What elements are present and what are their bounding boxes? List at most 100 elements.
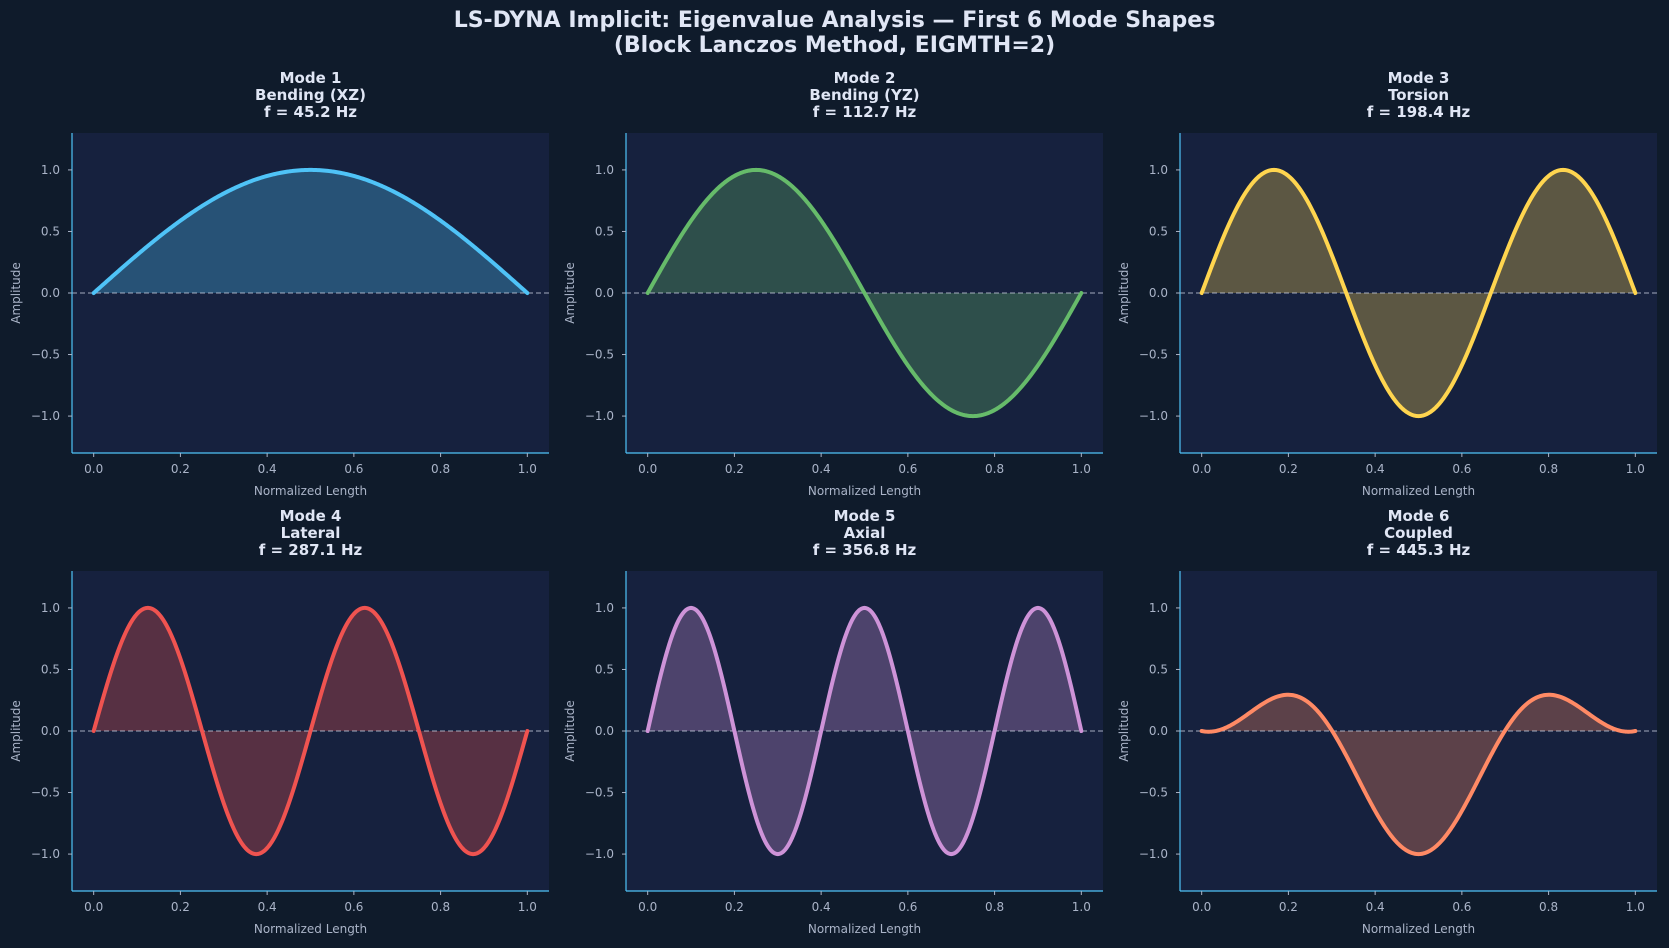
y-tick-label: 0.5 <box>595 662 614 676</box>
x-axis-label: Normalized Length <box>808 484 921 498</box>
x-tick-label: 0.2 <box>725 462 744 476</box>
panel-title-line: Bending (YZ) <box>809 86 919 104</box>
panel-title-line: Mode 5 <box>834 507 896 525</box>
y-tick-label: −1.0 <box>1139 847 1168 861</box>
x-axis-label: Normalized Length <box>254 922 367 936</box>
x-tick-label: 1.0 <box>1626 900 1645 914</box>
y-tick-label: −1.0 <box>585 409 614 423</box>
axes-background <box>1180 571 1657 891</box>
x-tick-label: 0.0 <box>84 900 103 914</box>
y-tick-label: 0.0 <box>595 286 614 300</box>
panel-title-line: Coupled <box>1384 524 1453 542</box>
y-tick-label: −1.0 <box>585 847 614 861</box>
x-tick-label: 0.6 <box>1452 462 1471 476</box>
x-tick-label: 0.2 <box>171 462 190 476</box>
y-tick-label: 0.0 <box>41 286 60 300</box>
x-tick-label: 0.8 <box>985 900 1004 914</box>
panel-title-line: Mode 4 <box>280 507 342 525</box>
x-tick-label: 0.4 <box>1366 462 1385 476</box>
figure-title-line2: (Block Lanczos Method, EIGMTH=2) <box>613 33 1056 58</box>
panel-title-line: f = 445.3 Hz <box>1367 541 1471 559</box>
y-axis-label: Amplitude <box>563 700 577 762</box>
figure-title-line1: LS-DYNA Implicit: Eigenvalue Analysis — … <box>453 8 1216 33</box>
panel-title-line: f = 45.2 Hz <box>264 103 357 121</box>
y-axis-label: Amplitude <box>9 262 23 324</box>
panel-title-line: Lateral <box>281 524 341 542</box>
x-tick-label: 0.6 <box>898 900 917 914</box>
y-tick-label: 1.0 <box>595 163 614 177</box>
x-tick-label: 0.0 <box>638 900 657 914</box>
mode-shape-line <box>1199 167 1638 419</box>
panel-title-line: Bending (XZ) <box>255 86 366 104</box>
panel-title-line: Mode 6 <box>1388 507 1450 525</box>
y-tick-label: 0.5 <box>41 662 60 676</box>
mode-fill-area <box>647 607 1082 855</box>
x-tick-label: 0.4 <box>258 900 277 914</box>
mode-shape-line <box>645 605 1084 857</box>
x-tick-label: 0.8 <box>431 900 450 914</box>
mode-shape-line <box>91 605 530 857</box>
mode-fill-area <box>1201 169 1636 417</box>
panel-title-line: Mode 2 <box>834 69 896 87</box>
y-tick-label: 1.0 <box>1149 163 1168 177</box>
y-tick-label: 1.0 <box>595 601 614 615</box>
x-tick-label: 0.0 <box>1192 900 1211 914</box>
y-tick-label: −0.5 <box>1139 348 1168 362</box>
x-tick-label: 0.8 <box>1539 900 1558 914</box>
y-tick-label: −0.5 <box>585 348 614 362</box>
mode-shape-line <box>645 167 1084 419</box>
y-tick-label: −0.5 <box>31 786 60 800</box>
x-axis-label: Normalized Length <box>1362 922 1475 936</box>
x-tick-label: 0.4 <box>812 462 831 476</box>
y-axis-label: Amplitude <box>1117 700 1131 762</box>
x-tick-label: 1.0 <box>1072 462 1091 476</box>
panel-title-line: f = 112.7 Hz <box>813 103 917 121</box>
panel-title-line: f = 198.4 Hz <box>1367 103 1471 121</box>
y-tick-label: 1.0 <box>1149 601 1168 615</box>
x-tick-label: 1.0 <box>1626 462 1645 476</box>
y-tick-label: −1.0 <box>31 847 60 861</box>
y-tick-label: −1.0 <box>1139 409 1168 423</box>
x-tick-label: 0.6 <box>1452 900 1471 914</box>
x-tick-label: 0.2 <box>725 900 744 914</box>
y-tick-label: 0.5 <box>1149 224 1168 238</box>
x-tick-label: 1.0 <box>518 462 537 476</box>
axes-background <box>1180 133 1657 453</box>
y-tick-label: 0.0 <box>595 724 614 738</box>
y-tick-label: 0.0 <box>1149 724 1168 738</box>
x-tick-label: 0.8 <box>1539 462 1558 476</box>
y-tick-label: 0.5 <box>595 224 614 238</box>
x-tick-label: 0.2 <box>1279 462 1298 476</box>
y-tick-label: 1.0 <box>41 163 60 177</box>
panel-title-line: Axial <box>844 524 886 542</box>
y-axis-label: Amplitude <box>563 262 577 324</box>
y-tick-label: −0.5 <box>31 348 60 362</box>
y-tick-label: −1.0 <box>31 409 60 423</box>
x-tick-label: 0.8 <box>985 462 1004 476</box>
x-tick-label: 1.0 <box>518 900 537 914</box>
x-tick-label: 0.6 <box>344 900 363 914</box>
mode-fill-area <box>1201 694 1636 855</box>
mode-fill-area <box>93 169 528 293</box>
x-tick-label: 0.0 <box>638 462 657 476</box>
x-tick-label: 0.2 <box>1279 900 1298 914</box>
x-tick-label: 0.2 <box>171 900 190 914</box>
panel-title-line: f = 356.8 Hz <box>813 541 917 559</box>
x-tick-label: 0.0 <box>84 462 103 476</box>
panel-title-line: f = 287.1 Hz <box>259 541 363 559</box>
mode-shape-line <box>91 167 530 295</box>
y-tick-label: −0.5 <box>585 786 614 800</box>
x-tick-label: 1.0 <box>1072 900 1091 914</box>
x-axis-label: Normalized Length <box>1362 484 1475 498</box>
y-tick-label: 0.5 <box>41 224 60 238</box>
panel-title-line: Mode 1 <box>280 69 342 87</box>
x-tick-label: 0.6 <box>898 462 917 476</box>
y-tick-label: 0.0 <box>1149 286 1168 300</box>
